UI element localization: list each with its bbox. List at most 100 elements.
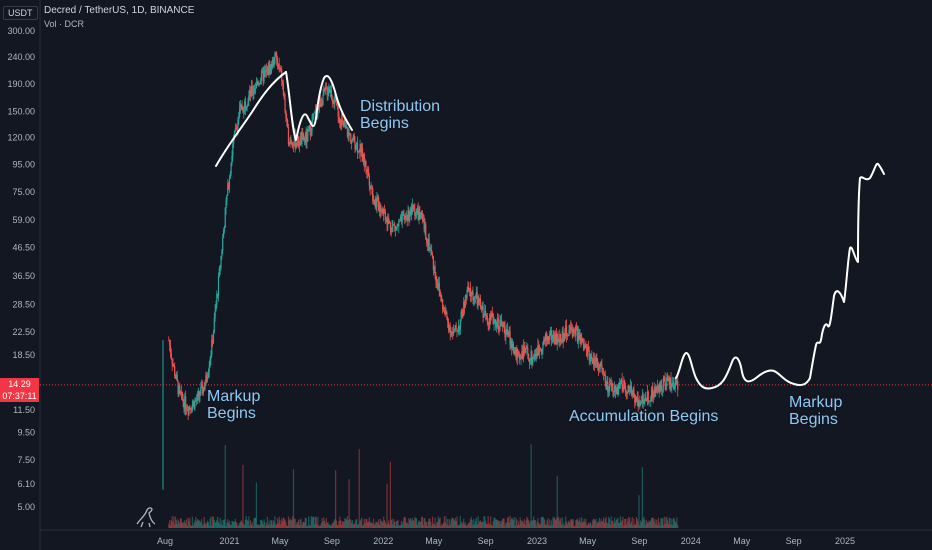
volume-bar xyxy=(415,518,418,528)
volume-indicator-label[interactable]: Vol · DCR xyxy=(44,19,85,29)
candle-body xyxy=(188,406,190,415)
candle-body xyxy=(517,351,519,359)
volume-bar xyxy=(328,524,330,528)
volume-bar xyxy=(565,521,568,528)
volume-bar xyxy=(429,519,431,528)
volume-bar xyxy=(514,525,516,528)
volume-bar xyxy=(384,522,386,528)
volume-bar xyxy=(524,524,526,528)
volume-bar xyxy=(255,482,258,528)
candle-body xyxy=(470,293,472,297)
currency-unit-label[interactable]: USDT xyxy=(3,6,38,20)
candle-body xyxy=(422,219,424,221)
candle-body xyxy=(187,409,189,415)
candle-body xyxy=(447,321,450,331)
candle-body xyxy=(199,395,201,397)
volume-bar xyxy=(677,525,679,528)
volume-bar xyxy=(201,519,203,528)
candle-body xyxy=(268,65,270,75)
volume-bar xyxy=(487,516,489,528)
candle-body xyxy=(329,90,332,94)
candle-body xyxy=(434,266,436,276)
volume-bar xyxy=(329,525,332,528)
volume-bar xyxy=(249,520,252,528)
volume-bar xyxy=(585,518,587,528)
volume-bar xyxy=(185,523,187,528)
candle-body xyxy=(583,344,585,349)
candle-body xyxy=(394,224,396,226)
volume-bar xyxy=(527,518,529,528)
volume-bar xyxy=(182,523,184,528)
price-tick-label: 240.00 xyxy=(7,52,35,62)
candle-body xyxy=(322,95,324,106)
volume-bar xyxy=(209,518,211,528)
candle-body xyxy=(431,254,434,258)
candle-body xyxy=(306,132,308,142)
volume-bar xyxy=(482,522,484,528)
volume-bar xyxy=(436,521,439,528)
symbol-title[interactable]: Decred / TetherUS, 1D, BINANCE xyxy=(44,5,195,16)
volume-bar xyxy=(575,520,577,528)
volume-bar xyxy=(545,524,547,528)
candle-body xyxy=(426,242,429,245)
candle-body xyxy=(602,368,604,372)
volume-bar xyxy=(425,521,427,528)
candle-body xyxy=(397,225,399,227)
volume-bar xyxy=(308,516,310,528)
volume-bar xyxy=(390,520,392,528)
candle-body xyxy=(602,371,605,374)
volume-bar xyxy=(554,520,557,528)
candle-body xyxy=(381,209,383,212)
volume-bar xyxy=(620,521,622,528)
candle-body xyxy=(393,224,395,226)
candle-body xyxy=(191,404,193,411)
volume-bar xyxy=(645,519,648,528)
volume-bar xyxy=(452,517,454,528)
candle-body xyxy=(402,213,404,215)
volume-bar xyxy=(276,518,279,528)
volume-bar xyxy=(268,520,270,528)
volume-bar xyxy=(311,517,313,528)
volume-bar xyxy=(388,520,390,528)
volume-bar xyxy=(371,522,373,528)
price-tick-label: 150.00 xyxy=(7,107,35,117)
candle-body xyxy=(380,211,382,213)
volume-bar xyxy=(194,520,196,528)
candle-body xyxy=(565,325,567,337)
candle-body xyxy=(261,71,263,72)
candle-body xyxy=(206,377,209,380)
volume-bar xyxy=(388,524,391,528)
volume-bar xyxy=(635,517,638,528)
candle-body xyxy=(570,326,572,329)
volume-bar xyxy=(418,520,420,528)
volume-bar xyxy=(279,520,281,528)
candle-body xyxy=(665,384,667,387)
volume-bar xyxy=(560,524,563,528)
candle-body xyxy=(239,104,242,108)
candle-body xyxy=(359,144,361,153)
volume-bar xyxy=(404,516,406,528)
volume-bar xyxy=(479,520,481,528)
volume-bar xyxy=(452,518,455,528)
candle-body xyxy=(495,323,498,328)
volume-bar xyxy=(226,522,228,528)
candle-body xyxy=(237,119,239,132)
candle-body xyxy=(558,340,560,342)
candle-body xyxy=(277,63,279,65)
volume-bar xyxy=(176,523,178,528)
volume-bar xyxy=(367,521,370,528)
candle-body xyxy=(186,409,188,411)
candle-body xyxy=(659,383,661,390)
volume-bar xyxy=(280,524,282,528)
candle-body xyxy=(477,299,479,305)
candle-body xyxy=(520,357,522,359)
volume-bar xyxy=(447,525,450,528)
time-axis[interactable]: Aug 2021 May Sep 2022 May Sep 2023 May Sep 2024 May… xyxy=(157,536,855,546)
volume-bar xyxy=(345,519,348,528)
volume-bar xyxy=(290,520,292,528)
price-tick-label: 59.00 xyxy=(12,215,35,225)
candle-body xyxy=(390,228,392,233)
volume-bar xyxy=(483,516,485,528)
candle-body xyxy=(301,133,303,144)
